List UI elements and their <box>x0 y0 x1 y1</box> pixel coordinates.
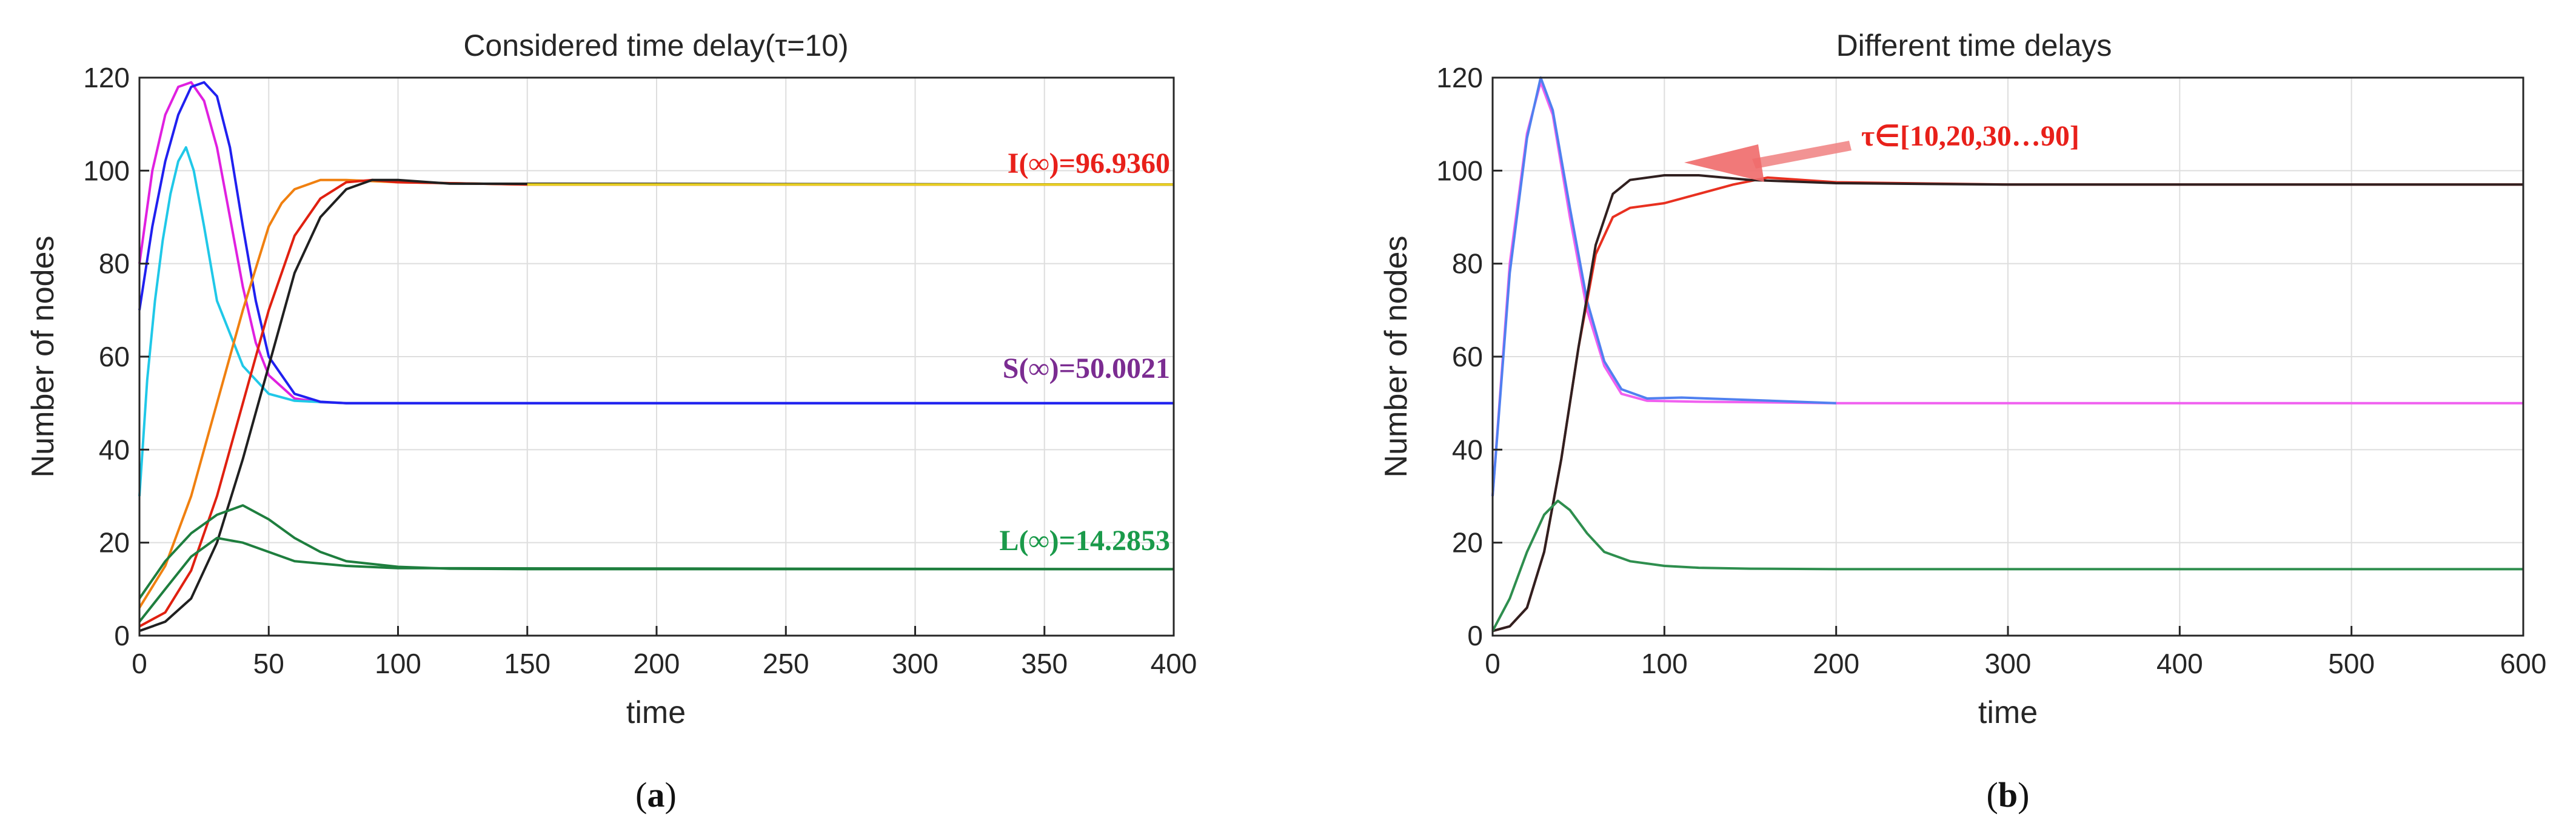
x-tick-label: 400 <box>1151 648 1197 679</box>
x-tick-label: 500 <box>2328 648 2375 679</box>
annotation-tau-range: τ∈[10,20,30…90] <box>1861 120 2079 152</box>
x-tick-label: 250 <box>763 648 809 679</box>
y-tick-label: 40 <box>99 434 130 465</box>
x-tick-label: 400 <box>2156 648 2203 679</box>
y-axis-label: Number of nodes <box>25 236 61 478</box>
arrow-shaft <box>1752 141 1852 169</box>
tick-group: 0 50 100 150 200 250 300 350 400 0 20 40 60 80 100 120 <box>83 62 1197 679</box>
series-line-s-late <box>138 81 1174 405</box>
x-tick-label: 350 <box>1021 648 1068 679</box>
y-tick-label: 120 <box>83 62 130 93</box>
x-tick-label: 200 <box>1813 648 1859 679</box>
x-tick-label: 600 <box>2500 648 2547 679</box>
tick-group: 0 100 200 300 400 500 600 0 20 40 60 80 100 120 <box>1436 62 2546 679</box>
x-tick-label: 150 <box>504 648 550 679</box>
x-axis-label: time <box>1978 695 2038 730</box>
y-tick-label: 60 <box>1452 341 1483 372</box>
chart-title: Different time delays <box>1836 29 2112 62</box>
caption-letter: a <box>647 775 665 815</box>
y-axis-label: Number of nodes <box>1379 236 1414 478</box>
y-tick-label: 80 <box>99 248 130 280</box>
series-group <box>138 81 1174 633</box>
chart-title: Considered time delay(τ=10) <box>463 29 848 62</box>
x-tick-label: 300 <box>892 648 938 679</box>
y-tick-label: 20 <box>99 527 130 559</box>
x-tick-label: 0 <box>1485 648 1500 679</box>
annotation-l-infinity: L(∞)=14.2853 <box>999 525 1170 557</box>
y-tick-label: 80 <box>1452 248 1483 280</box>
x-tick-label: 50 <box>253 648 284 679</box>
x-tick-label: 0 <box>132 648 147 679</box>
series-line-i-latest <box>139 178 1174 633</box>
y-tick-label: 0 <box>1467 620 1483 651</box>
series-group <box>1491 76 2523 633</box>
x-tick-label: 200 <box>634 648 680 679</box>
series-line-l <box>1491 499 2523 632</box>
y-tick-label: 40 <box>1452 434 1483 465</box>
series-line-l-early <box>138 537 1174 623</box>
panel-b: Different time delays 0 100 200 300 400 500 60… <box>1379 29 2546 815</box>
x-axis-label: time <box>626 695 686 730</box>
series-line-i-delayed <box>1492 174 2523 633</box>
annotation-i-infinity: I(∞)=96.9360 <box>1008 147 1170 180</box>
y-tick-label: 100 <box>1436 155 1483 186</box>
panel-a: Considered time delay(τ=10) 0 50 100 150 200… <box>25 29 1197 815</box>
y-tick-label: 120 <box>1436 62 1483 93</box>
x-tick-label: 100 <box>375 648 421 679</box>
annotation-s-infinity: S(∞)=50.0021 <box>1003 352 1170 385</box>
y-tick-label: 100 <box>83 155 130 186</box>
x-tick-label: 300 <box>1985 648 2032 679</box>
caption-letter: b <box>1998 775 2018 815</box>
y-tick-label: 20 <box>1452 527 1483 559</box>
y-tick-label: 0 <box>114 620 130 651</box>
caption-a: (a) <box>635 775 677 815</box>
x-tick-label: 100 <box>1641 648 1688 679</box>
caption-b: (b) <box>1987 775 2030 815</box>
y-tick-label: 60 <box>99 341 130 372</box>
arrow-head <box>1684 144 1764 182</box>
delay-arrow <box>1684 141 1852 182</box>
